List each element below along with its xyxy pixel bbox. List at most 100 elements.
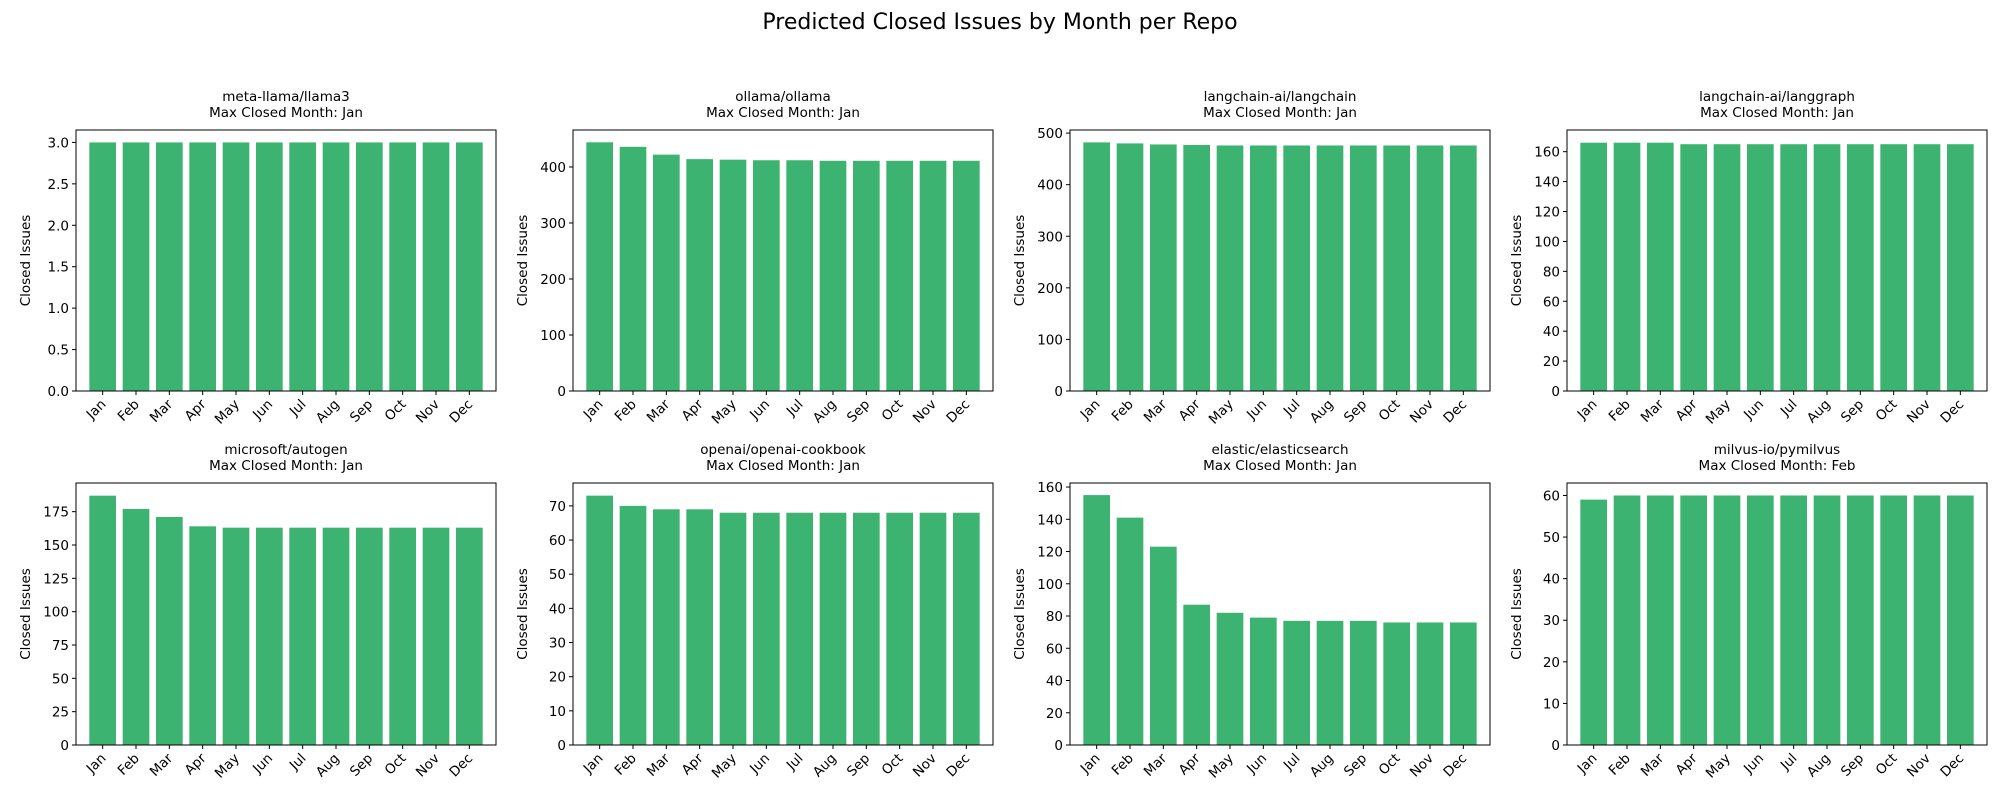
y-axis-label: Closed Issues	[18, 215, 34, 307]
bar-jul	[786, 160, 813, 391]
y-tick-label: 140	[1037, 512, 1063, 528]
y-axis-label: Closed Issues	[1012, 215, 1028, 307]
bar-may	[222, 142, 250, 391]
bar-nov	[1416, 622, 1444, 745]
x-tick-label: Jul	[286, 397, 310, 421]
subplot-title: langchain-ai/langgraph	[1699, 89, 1855, 105]
x-tick-label: Jun	[1243, 751, 1270, 778]
bar-apr	[1183, 144, 1210, 391]
y-tick-label: 100	[1037, 577, 1063, 593]
y-tick-label: 20	[549, 670, 566, 686]
x-tick-label: Oct	[382, 751, 410, 779]
bar-jun	[753, 512, 780, 745]
bar-jun	[1250, 145, 1277, 391]
x-tick-label: Mar	[1638, 396, 1668, 426]
bar-mar	[156, 517, 183, 745]
bar-feb	[1116, 517, 1144, 745]
bar-oct	[389, 527, 416, 745]
x-tick-label: May	[1206, 751, 1237, 782]
x-tick-label: Aug	[810, 397, 840, 427]
x-tick-label: Sep	[1838, 397, 1867, 426]
y-tick-label: 80	[1543, 264, 1560, 280]
x-tick-label: Sep	[1838, 751, 1867, 780]
y-tick-label: 1.5	[48, 260, 69, 276]
x-tick-label: Feb	[612, 397, 640, 425]
y-tick-label: 300	[1037, 229, 1063, 245]
y-tick-label: 0.5	[48, 343, 69, 359]
x-tick-label: Oct	[1873, 751, 1901, 779]
bar-jan	[1580, 499, 1607, 745]
y-tick-label: 1.0	[48, 301, 69, 317]
subplot-6: 0 10 20 30 40 50 60 70 Jan Feb Mar Apr May Jun Jul Aug S…	[515, 442, 994, 782]
bar-jan	[1580, 142, 1607, 391]
bar-nov	[1913, 144, 1941, 391]
axes-frame	[75, 129, 497, 392]
bar-may	[719, 512, 747, 745]
x-tick-label: Feb	[115, 751, 143, 779]
x-tick-label: Aug	[1804, 397, 1834, 427]
subplot-subtitle: Max Closed Month: Jan	[209, 105, 363, 121]
bar-jan	[1083, 142, 1110, 391]
y-tick-label: 200	[1037, 281, 1063, 297]
y-tick-label: 2.0	[48, 218, 69, 234]
bar-may	[719, 159, 747, 391]
y-tick-label: 2.5	[48, 177, 69, 193]
x-tick-label: Jan	[580, 397, 607, 424]
bar-may	[222, 527, 250, 745]
subplot-title: langchain-ai/langchain	[1204, 89, 1357, 105]
x-tick-label: Feb	[1109, 751, 1137, 779]
y-tick-label: 0	[557, 738, 566, 754]
x-tick-label: May	[709, 397, 740, 428]
bar-mar	[1150, 546, 1177, 745]
bar-aug	[1316, 620, 1344, 745]
y-tick-label: 40	[1543, 324, 1560, 340]
x-tick-label: Jun	[746, 751, 773, 778]
bar-apr	[686, 159, 713, 391]
axes-frame	[75, 482, 497, 746]
x-tick-label: Nov	[1904, 751, 1934, 781]
bar-jul	[786, 512, 813, 745]
subplot-title: milvus-io/pymilvus	[1714, 442, 1840, 458]
x-tick-label: Jan	[1574, 397, 1601, 424]
x-tick-label: Nov	[1407, 397, 1437, 427]
bar-jul	[1283, 620, 1310, 745]
bar-oct	[389, 142, 416, 391]
bar-may	[1216, 145, 1244, 391]
bar-mar	[653, 154, 680, 391]
bar-jan	[586, 142, 613, 391]
bar-apr	[189, 526, 216, 745]
subplot-subtitle: Max Closed Month: Jan	[209, 458, 363, 474]
bar-feb	[1613, 495, 1641, 745]
y-tick-label: 125	[43, 571, 69, 587]
bar-sep	[1350, 145, 1377, 391]
bar-apr	[189, 142, 216, 391]
subplot-subtitle: Max Closed Month: Feb	[1699, 458, 1856, 474]
x-tick-label: Jan	[580, 751, 607, 778]
bar-jul	[1780, 144, 1807, 391]
bar-dec	[456, 142, 483, 391]
y-tick-label: 100	[43, 605, 69, 621]
subplot-subtitle: Max Closed Month: Jan	[1203, 458, 1357, 474]
y-axis-label: Closed Issues	[18, 568, 34, 660]
x-tick-label: Jun	[1740, 397, 1767, 424]
bar-mar	[1150, 144, 1177, 391]
x-tick-label: May	[1206, 397, 1237, 428]
y-tick-label: 150	[43, 538, 69, 554]
axes-frame	[1566, 482, 1988, 746]
bar-oct	[1880, 144, 1907, 391]
x-tick-label: Mar	[147, 750, 177, 780]
x-tick-label: May	[1703, 397, 1734, 428]
bar-aug	[819, 160, 847, 391]
bar-sep	[356, 527, 383, 745]
x-tick-label: Sep	[1341, 397, 1370, 426]
y-axis-label: Closed Issues	[1509, 568, 1525, 660]
x-tick-label: Jan	[83, 397, 110, 424]
bar-nov	[919, 160, 947, 391]
bar-sep	[1350, 620, 1377, 745]
x-tick-label: Feb	[1606, 397, 1634, 425]
bar-feb	[122, 142, 150, 391]
y-tick-label: 120	[1534, 205, 1560, 221]
x-tick-label: Nov	[910, 751, 940, 781]
axes-frame	[1069, 482, 1491, 746]
